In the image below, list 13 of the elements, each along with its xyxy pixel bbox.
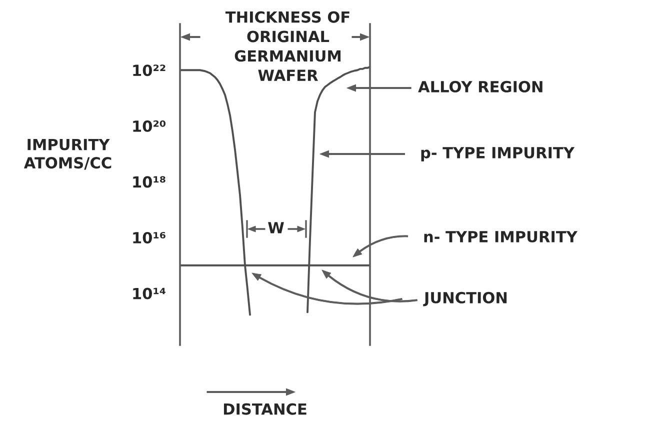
- x-axis-title: DISTANCE: [224, 403, 306, 415]
- legend-label: n- TYPE IMPURITY: [424, 231, 578, 242]
- y-tick-label: 10¹⁶: [133, 232, 166, 244]
- annotation: THICKNESS OF ORIGINAL GERMANIUM WAFER: [225, 11, 350, 81]
- text: JUNCTION: [423, 292, 507, 306]
- y-tick-label: 10²⁰: [133, 120, 166, 132]
- y-axis-title: IMPURITY ATOMS/CC: [24, 138, 112, 170]
- y-tick-label: 10¹⁴: [133, 288, 166, 300]
- annotation: W: [268, 222, 284, 234]
- y-tick-label: 10¹⁸: [133, 176, 166, 188]
- text: p- TYPE IMPURITY: [421, 147, 575, 162]
- text: ALLOY REGION: [418, 80, 542, 92]
- y-tick-label: 10²²: [133, 64, 166, 76]
